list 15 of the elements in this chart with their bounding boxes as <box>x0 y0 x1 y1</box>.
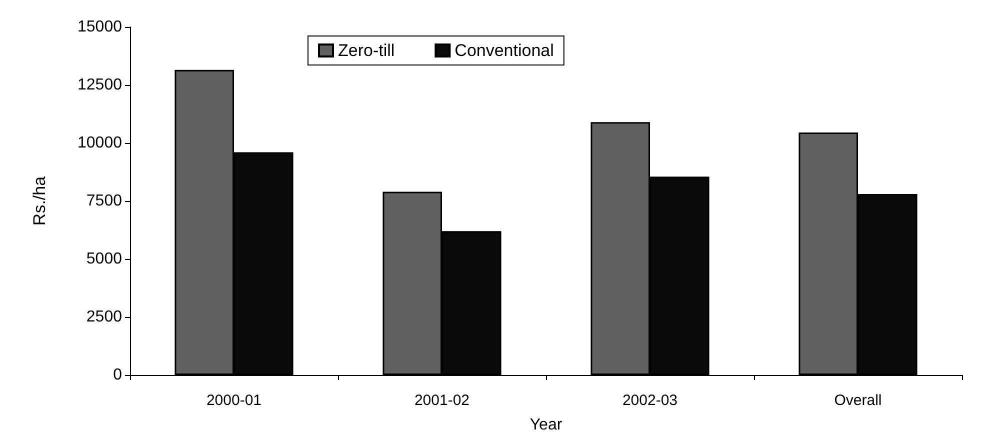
legend-label: Conventional <box>454 41 554 60</box>
y-tick-label: 12500 <box>78 76 122 94</box>
y-tick-label: 7500 <box>86 192 122 210</box>
x-tick-label: 2002-03 <box>622 392 678 409</box>
x-tick-label: 2000-01 <box>206 392 262 409</box>
x-axis-title: Year <box>530 416 563 434</box>
y-tick-label: 2500 <box>86 308 122 326</box>
x-tick-label: Overall <box>834 392 882 409</box>
y-axis-title: Rs./ha <box>30 176 49 226</box>
y-tick-label: 15000 <box>78 18 122 36</box>
legend-label: Zero-till <box>338 41 395 60</box>
y-tick-label: 5000 <box>86 250 122 268</box>
x-tick-label: 2001-02 <box>414 392 470 409</box>
y-tick-label: 0 <box>113 366 122 384</box>
y-tick-label: 10000 <box>78 134 122 152</box>
